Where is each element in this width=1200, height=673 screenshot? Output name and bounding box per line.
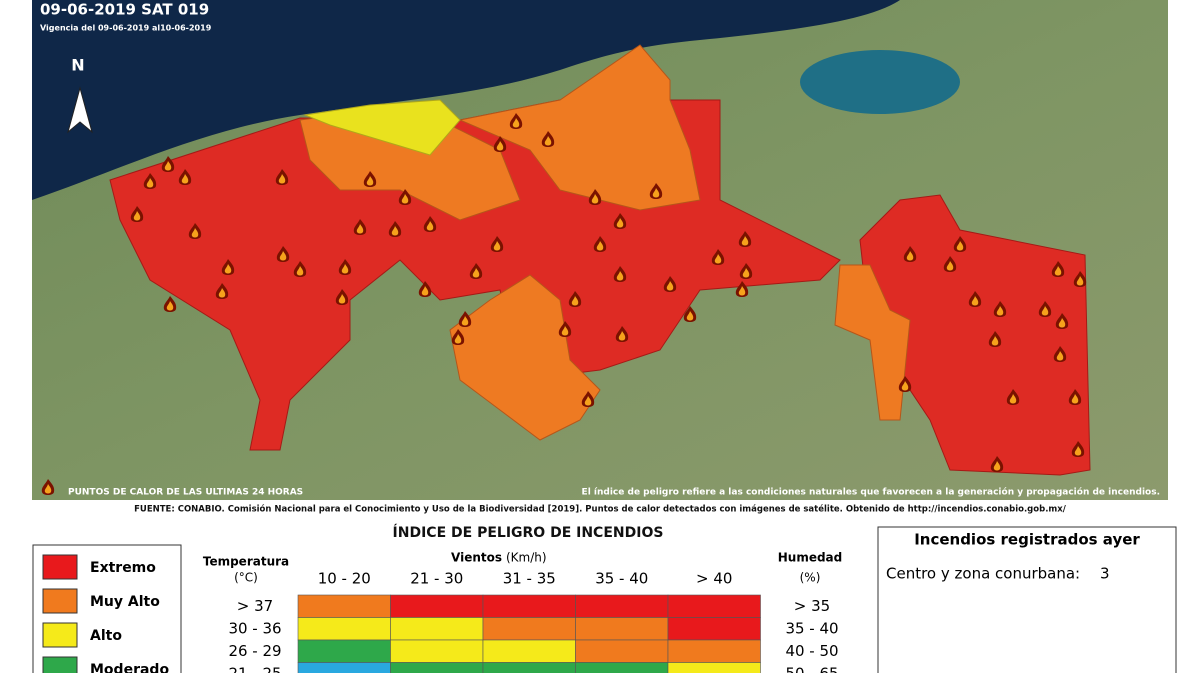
temperature-range: > 37	[237, 597, 273, 615]
humidity-range: 50 - 65	[785, 664, 838, 673]
temperature-range: 21 - 25	[228, 664, 281, 673]
index-cell	[575, 594, 669, 618]
sea	[32, 0, 900, 200]
humidity-header: Humedad	[778, 551, 843, 565]
validity: Vigencia del 09-06-2019 al10-06-2019	[40, 24, 212, 33]
title: 09-06-2019 SAT 019	[40, 1, 209, 19]
legend-label: Moderado	[90, 662, 169, 673]
legend-swatch	[42, 554, 78, 580]
index-cell	[482, 662, 576, 673]
region-very-high	[449, 274, 601, 441]
region-high	[303, 99, 461, 156]
legend-swatch	[42, 656, 78, 673]
index-cell	[482, 617, 576, 641]
north-arrow	[67, 86, 93, 134]
index-cell	[390, 639, 484, 663]
index-cell	[482, 594, 576, 618]
wind-column: 21 - 30	[410, 570, 463, 588]
humidity-range: 35 - 40	[785, 619, 838, 637]
index-cell	[390, 617, 484, 641]
index-cell	[667, 662, 761, 673]
region-very-high	[458, 44, 701, 211]
humidity-range: > 35	[794, 597, 830, 615]
wind-column: 10 - 20	[318, 570, 371, 588]
index-cell	[297, 639, 391, 663]
index-cell	[297, 594, 391, 618]
index-cell	[667, 617, 761, 641]
legend-swatch	[42, 622, 78, 648]
fires-box-value: 3	[1100, 565, 1110, 583]
index-cell	[297, 662, 391, 673]
north-label: N	[71, 56, 84, 75]
wind-unit: (Km/h)	[506, 551, 547, 565]
index-cell	[297, 617, 391, 641]
fires-box-label: Centro y zona conurbana:	[886, 565, 1080, 583]
index-cell	[667, 639, 761, 663]
region-very-high	[834, 264, 911, 421]
index-cell	[390, 594, 484, 618]
humidity-range: 40 - 50	[785, 642, 838, 660]
index-title: ÍNDICE DE PELIGRO DE INCENDIOS	[393, 524, 664, 541]
fires-box-title: Incendios registrados ayer	[914, 531, 1140, 549]
legend-label: Extremo	[90, 560, 156, 576]
fires-box	[877, 526, 1177, 673]
index-cell	[575, 617, 669, 641]
wind-column: 35 - 40	[595, 570, 648, 588]
source: FUENTE: CONABIO. Comisión Nacional para …	[134, 504, 1067, 515]
index-cell	[482, 639, 576, 663]
index-cell	[667, 594, 761, 618]
index-cell	[575, 662, 669, 673]
wind-header: Vientos	[451, 551, 502, 565]
legend-label: Muy Alto	[90, 594, 160, 610]
wind-column: > 40	[696, 570, 732, 588]
temperature-unit: (°C)	[234, 571, 258, 585]
temperature-range: 26 - 29	[228, 642, 281, 660]
temperature-header: Temperatura	[203, 555, 289, 569]
index-cell	[575, 639, 669, 663]
legend-swatch	[42, 588, 78, 614]
index-cell	[390, 662, 484, 673]
humidity-unit: (%)	[800, 571, 821, 585]
temperature-range: 30 - 36	[228, 619, 281, 637]
legend-label: Alto	[90, 628, 122, 644]
wind-column: 31 - 35	[503, 570, 556, 588]
lagoon	[800, 50, 960, 114]
map-note: El índice de peligro refiere a las condi…	[582, 487, 1160, 498]
hotspots-label: PUNTOS DE CALOR DE LAS ULTIMAS 24 HORAS	[68, 488, 303, 498]
